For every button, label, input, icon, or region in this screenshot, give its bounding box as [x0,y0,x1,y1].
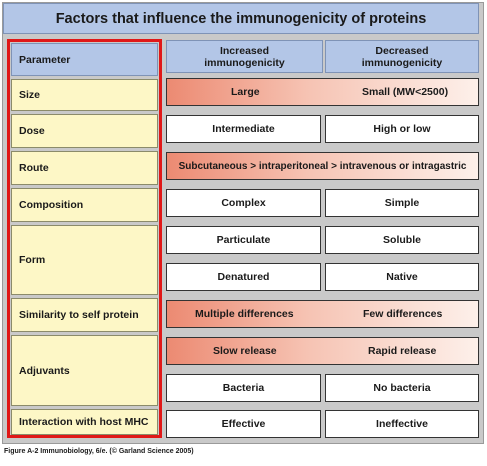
similarity-gradient-bar: Multiple differences Few differences [166,300,479,328]
adjuvants-gradient-bar: Slow release Rapid release [166,337,479,365]
dose-increased: Intermediate [166,115,321,143]
route-gradient-bar: Subcutaneous > intraperitoneal > intrave… [166,152,479,180]
size-gradient-bar: Large Small (MW<2500) [166,78,479,106]
composition-decreased: Simple [325,189,479,217]
route-text: Subcutaneous > intraperitoneal > intrave… [178,160,467,172]
param-similarity: Similarity to self protein [11,298,158,332]
form-decreased-1: Soluble [325,226,479,254]
param-size: Size [11,79,158,111]
parameter-header: Parameter [11,43,158,76]
adjuvants-decreased-1: Rapid release [368,345,437,357]
similarity-decreased: Few differences [363,308,443,320]
param-dose: Dose [11,114,158,148]
param-composition: Composition [11,188,158,222]
form-increased-1: Particulate [166,226,321,254]
param-adjuvants: Adjuvants [11,335,158,406]
adjuvants-decreased-2: No bacteria [325,374,479,402]
mhc-increased: Effective [166,410,321,438]
param-form: Form [11,225,158,295]
mhc-decreased: Ineffective [325,410,479,438]
adjuvants-increased-1: Slow release [213,345,277,357]
composition-increased: Complex [166,189,321,217]
dose-decreased: High or low [325,115,479,143]
size-increased: Large [231,86,260,98]
param-route: Route [11,151,158,185]
similarity-increased: Multiple differences [195,308,294,320]
parameter-column: Parameter Size Dose Route Composition Fo… [7,39,162,438]
form-increased-2: Denatured [166,263,321,291]
increased-header: Increased immunogenicity [166,40,323,73]
param-mhc: Interaction with host MHC [11,409,158,435]
figure-title: Factors that influence the immunogenicit… [3,3,479,34]
decreased-header: Decreased immunogenicity [325,40,479,73]
adjuvants-increased-2: Bacteria [166,374,321,402]
figure-caption: Figure A-2 Immunobiology, 6/e. (© Garlan… [4,448,194,455]
size-decreased: Small (MW<2500) [362,86,449,98]
form-decreased-2: Native [325,263,479,291]
